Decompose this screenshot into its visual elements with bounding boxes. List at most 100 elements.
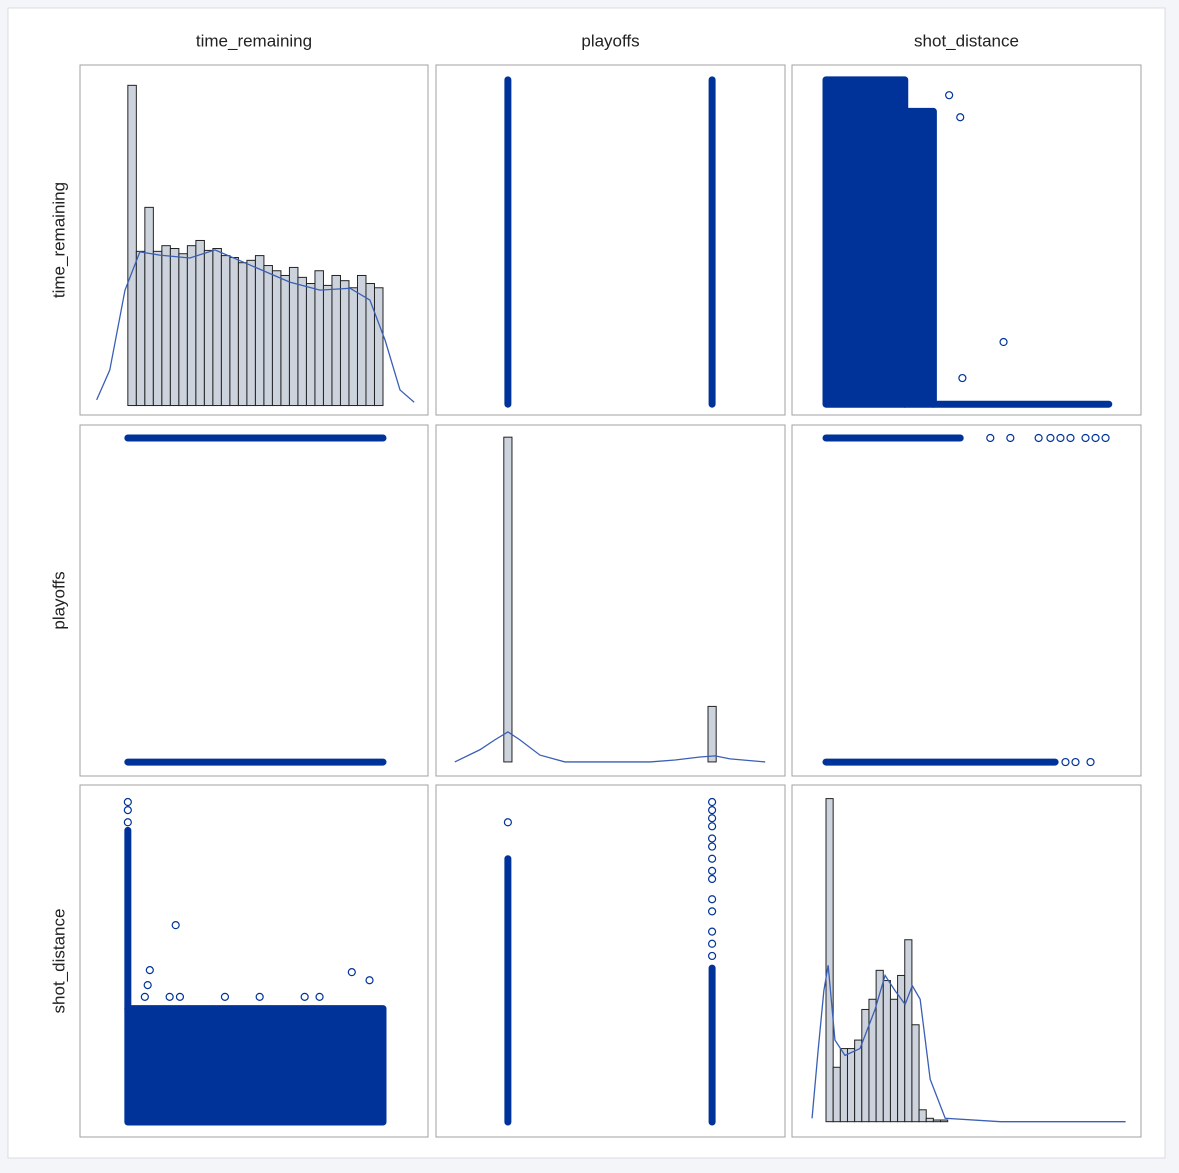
histogram-bar [918,1109,927,1123]
histogram-bar [144,206,154,407]
point-cloud [929,400,1113,408]
point [123,806,132,815]
point [1006,433,1015,443]
histogram-bar [503,436,513,763]
point-cloud [124,758,387,766]
histogram-bar [854,1039,863,1123]
histogram-bar [229,257,239,407]
point [707,907,717,916]
histogram-bar [897,974,906,1123]
histogram-bar [161,245,171,407]
point [999,337,1008,347]
histogram-bar [932,1119,942,1123]
histogram-bar [288,266,299,407]
histogram-bar [271,270,282,407]
density-curve [454,731,766,763]
histogram-bar [280,274,290,407]
point [1046,433,1055,443]
point [1061,757,1070,767]
histogram-bar [339,280,350,407]
point [956,113,965,122]
point [707,806,717,815]
point [1071,757,1080,767]
point [365,976,374,985]
point [1034,433,1043,443]
histogram-bar [373,287,384,407]
point [1066,433,1075,443]
density-curve [811,965,1126,1123]
histogram-bar [135,250,146,407]
histogram-bar [911,1024,920,1123]
panel [79,424,429,777]
histogram-bar [220,255,231,407]
point [140,992,149,1001]
point [707,927,717,936]
point [1081,433,1090,443]
point [347,968,356,977]
panel [435,424,786,777]
point [145,966,154,975]
point-cloud [504,855,512,1126]
histogram-bar [297,276,307,407]
point-cloud [124,826,132,1013]
point [707,895,717,904]
histogram-bar [846,1048,856,1123]
point-cloud [901,107,937,408]
histogram-bar [707,705,717,763]
histogram-bar [152,250,163,407]
density-curve [96,249,415,403]
histogram-bar [178,253,188,407]
histogram-bar [263,265,273,407]
histogram-bar [237,262,248,407]
row-label: playoffs [49,571,68,629]
point [1091,433,1100,443]
histogram-bar [882,980,891,1123]
point [707,939,717,948]
column-label: shot_distance [914,31,1019,50]
histogram-bar [832,1066,841,1123]
point [165,992,174,1001]
histogram-bar [169,248,180,407]
point [315,992,324,1001]
histogram-bar [331,274,341,407]
histogram-bar [127,84,137,407]
histogram-bar [212,248,222,407]
point [707,854,717,863]
point [123,797,132,807]
row-label: shot_distance [49,909,68,1014]
point [175,992,185,1001]
histogram-bar [348,287,358,407]
histogram-bar [305,283,316,407]
point [1101,433,1110,443]
point-cloud [822,76,909,408]
column-label: time_remaining [196,31,312,50]
point [255,992,264,1001]
histogram-bar [839,1048,848,1123]
histogram-bar [186,245,197,407]
point [707,874,717,884]
histogram-bar [314,270,324,407]
histogram-bar [195,239,205,407]
point-cloud [708,964,716,1126]
point [707,834,717,843]
panel [435,784,786,1138]
point [707,814,717,823]
histogram-bar [203,249,214,407]
point-cloud [504,76,512,408]
histogram-bar [940,1119,949,1123]
point [1086,757,1095,767]
point-cloud [822,758,1059,766]
point [220,992,230,1001]
point [958,373,967,383]
point [945,91,954,100]
panel [791,424,1142,777]
panel [435,64,786,416]
point-cloud [822,434,964,442]
point-cloud [124,1005,387,1126]
point-cloud [124,434,387,442]
point-cloud [708,76,716,408]
point [123,818,132,827]
histogram-bar [925,1117,934,1123]
